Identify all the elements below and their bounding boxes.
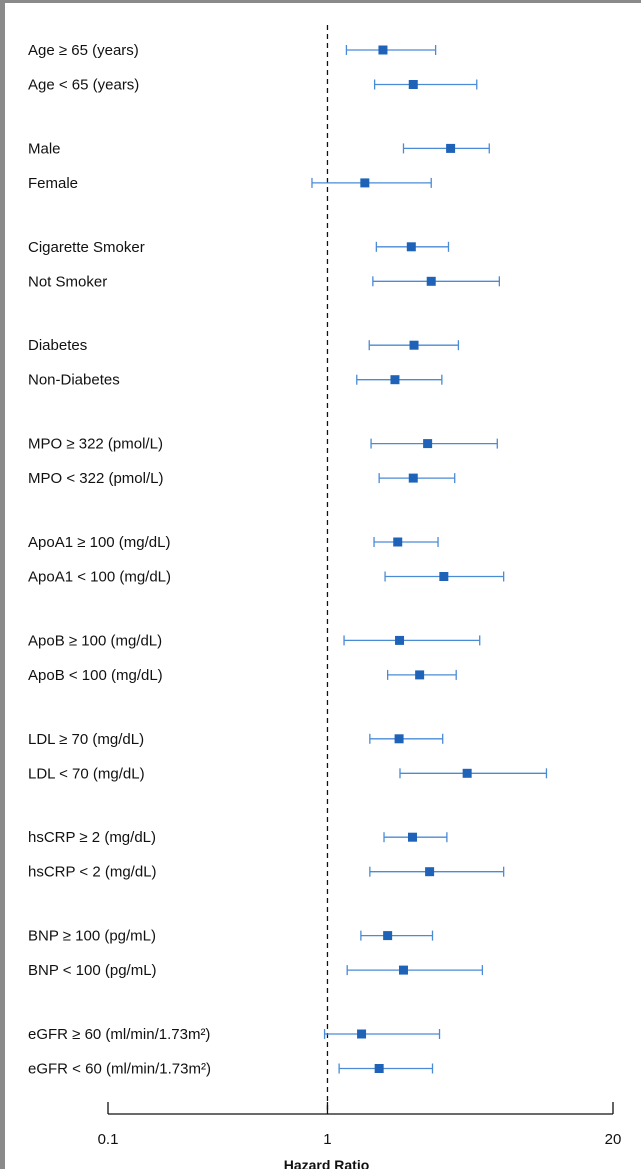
row-label: hsCRP < 2 (mg/dL) [28,864,157,881]
forest-row-20 [323,1029,441,1039]
forest-row-11 [384,571,505,582]
forest-row-16 [383,832,448,843]
row-label: eGFR < 60 (ml/min/1.73m²) [28,1061,211,1078]
hazard-ratio-point [409,340,419,350]
row-label: hsCRP ≥ 2 (mg/dL) [28,829,156,846]
hazard-ratio-point [415,670,425,680]
row-label: eGFR ≥ 60 (ml/min/1.73m²) [28,1026,210,1043]
row-label: Female [28,175,78,192]
hazard-ratio-point [360,178,370,188]
row-label: Non-Diabetes [28,372,120,389]
row-label: ApoA1 ≥ 100 (mg/dL) [28,534,170,551]
hazard-ratio-point [395,635,405,645]
row-label: LDL < 70 (mg/dL) [28,765,145,782]
forest-row-7 [356,374,443,385]
hazard-ratio-point [439,572,449,581]
x-axis-title: Hazard Ratio [284,1157,370,1169]
forest-row-2 [402,143,490,154]
forest-row-1 [373,79,478,90]
row-label: Age ≥ 65 (years) [28,42,139,59]
hazard-ratio-point [423,439,433,449]
row-label: ApoA1 < 100 (mg/dL) [28,569,171,586]
hazard-ratio-point [407,832,417,842]
row-label: ApoB < 100 (mg/dL) [28,667,163,684]
x-axis: 0.1 1 20 Hazard Ratio [98,1102,622,1169]
forest-row-3 [311,177,432,188]
forest-row-15 [399,768,548,779]
row-label: MPO < 322 (pmol/L) [28,470,163,487]
hazard-ratio-point [446,143,456,153]
hazard-ratio-point [378,45,388,55]
row-label: Cigarette Smoker [28,239,145,256]
forest-row-18 [360,930,434,941]
row-label: Male [28,140,61,157]
forest-row-10 [373,537,439,547]
row-label: Age < 65 (years) [28,77,139,94]
row-label: ApoB ≥ 100 (mg/dL) [28,632,162,649]
hazard-ratio-point [394,734,404,744]
hazard-ratio-point [408,473,418,483]
forest-row-19 [346,965,484,976]
forest-marks [311,45,548,1074]
hazard-ratio-point [462,768,472,778]
forest-row-8 [370,438,498,449]
x-tick-label-0: 0.1 [98,1131,119,1148]
hazard-ratio-point [425,867,435,877]
row-label: BNP ≥ 100 (pg/mL) [28,928,156,945]
hazard-ratio-point [374,1064,384,1073]
hazard-ratio-point [357,1029,367,1039]
forest-row-14 [369,733,444,744]
hazard-ratio-point [390,375,400,385]
forest-row-21 [338,1063,434,1074]
row-label: Diabetes [28,337,87,354]
forest-row-6 [368,340,460,351]
forest-row-0 [345,45,437,55]
hazard-ratio-point [398,965,408,975]
forest-plot: Age ≥ 65 (years) Age < 65 (years) Male Fema… [28,25,622,1169]
row-label: Not Smoker [28,273,107,290]
hazard-ratio-point [406,242,416,252]
forest-row-4 [375,241,450,252]
hazard-ratio-point [393,537,403,547]
forest-row-13 [386,669,457,680]
hazard-ratio-point [383,931,393,941]
row-label: LDL ≥ 70 (mg/dL) [28,731,144,748]
x-tick-label-2: 20 [605,1131,622,1148]
forest-row-17 [369,866,505,877]
x-tick-label-1: 1 [323,1131,331,1148]
forest-row-9 [378,473,456,484]
forest-row-12 [343,635,481,646]
row-label: MPO ≥ 322 (pmol/L) [28,436,163,453]
hazard-ratio-point [426,276,436,286]
forest-row-5 [372,276,501,287]
hazard-ratio-point [408,80,418,89]
row-label: BNP < 100 (pg/mL) [28,962,157,979]
row-labels: Age ≥ 65 (years) Age < 65 (years) Male Fema… [28,42,211,1078]
